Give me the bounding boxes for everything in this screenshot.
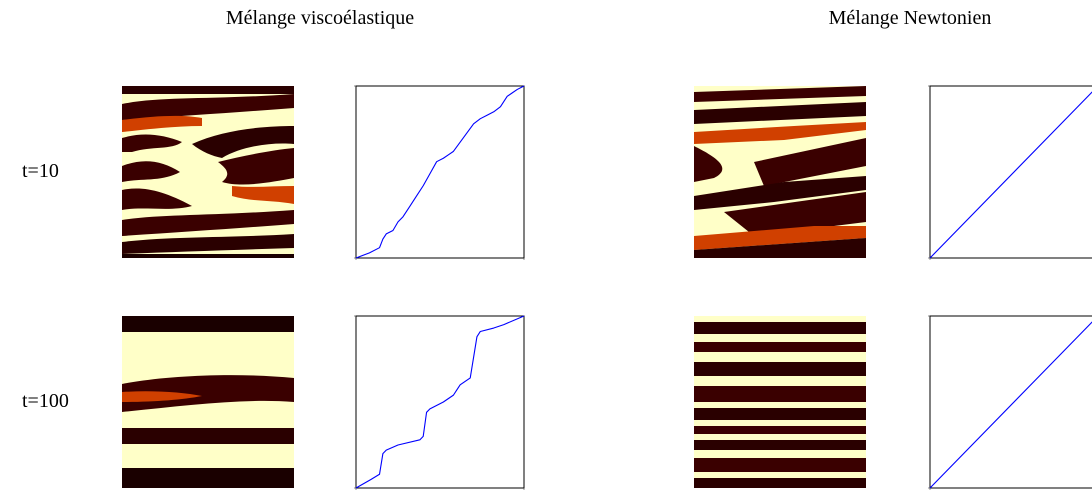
mixing-field-newtonian-t10 xyxy=(694,86,866,258)
column-title-newtonian: Mélange Newtonien xyxy=(828,7,992,29)
curve-panel-newtonian-t100 xyxy=(924,312,1092,492)
curve-plot xyxy=(928,85,1092,260)
column-title-viscoelastic: Mélange viscoélastique xyxy=(225,7,415,29)
curve-panel-newtonian-t10 xyxy=(924,82,1092,262)
plot-frame xyxy=(929,315,1092,489)
series-line xyxy=(929,321,1092,489)
series-line xyxy=(929,91,1092,259)
mixing-field-viscoelastic-t10 xyxy=(122,86,294,258)
plot-frame xyxy=(355,85,525,259)
curve-plot xyxy=(928,315,1092,490)
row-label-t10: t=10 xyxy=(22,160,59,182)
row-label-t100: t=100 xyxy=(22,390,69,412)
curve-plot xyxy=(354,315,525,490)
mixing-field-viscoelastic-t100 xyxy=(122,316,294,488)
series-line xyxy=(355,315,525,489)
curve-panel-viscoelastic-t10 xyxy=(350,82,530,262)
plot-frame xyxy=(355,315,525,489)
mixing-field-newtonian-t100 xyxy=(694,316,866,488)
curve-panel-viscoelastic-t100 xyxy=(350,312,530,492)
series-line xyxy=(355,85,525,259)
curve-plot xyxy=(354,85,525,260)
plot-frame xyxy=(929,85,1092,259)
